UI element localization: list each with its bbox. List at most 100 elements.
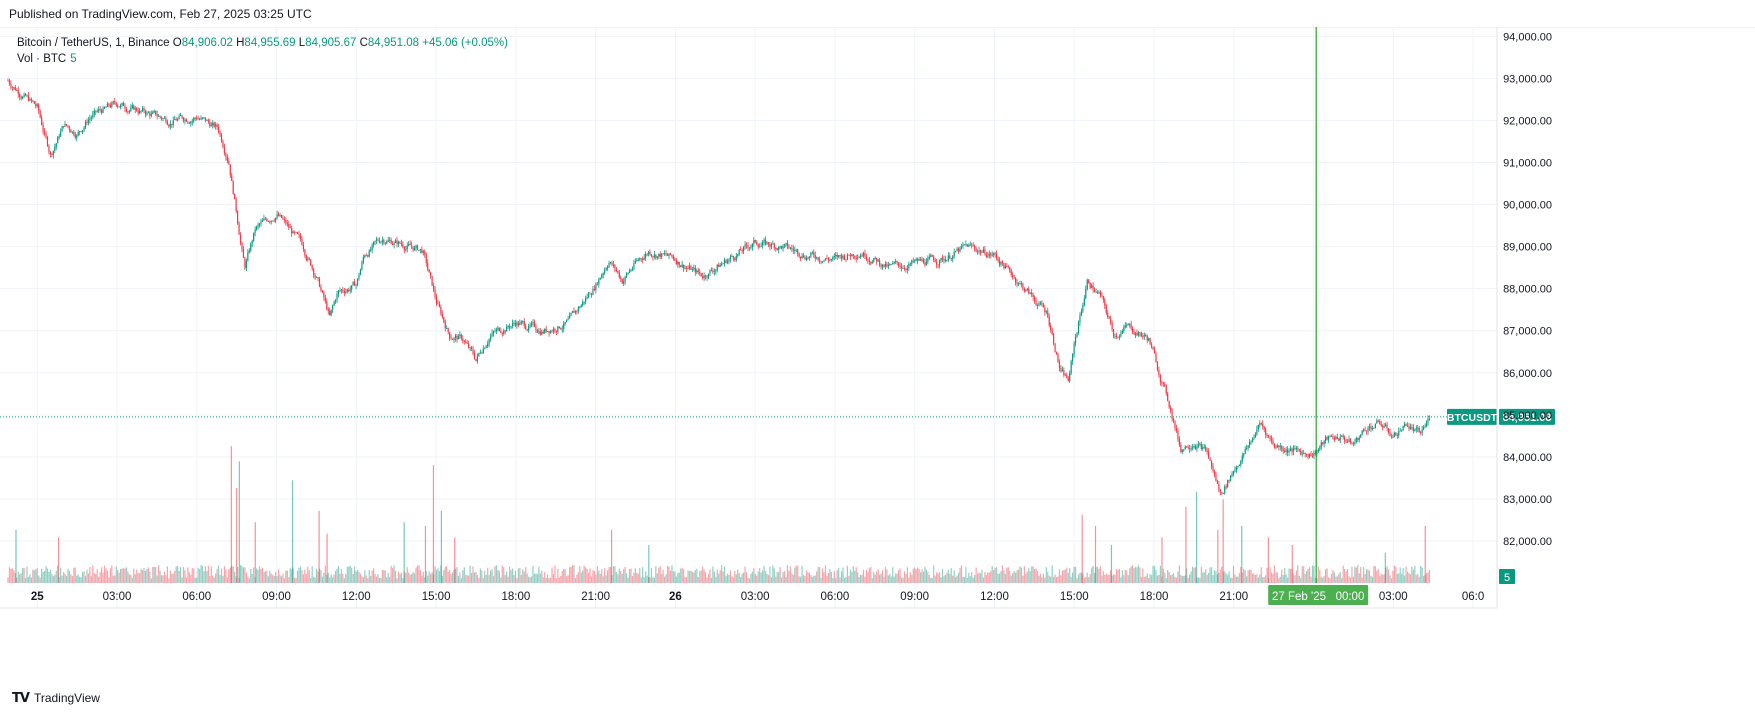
candle-body [1107, 312, 1109, 317]
candle-body [997, 257, 999, 261]
candle-body [408, 244, 410, 246]
candle-body [668, 253, 670, 256]
candle-body [1061, 370, 1063, 372]
volume-bar [1050, 576, 1052, 583]
candle-body [1248, 441, 1251, 446]
candle-body [184, 119, 186, 121]
candle-body [513, 322, 515, 324]
volume-bar [55, 570, 57, 583]
candle-body [816, 257, 818, 259]
volume-bar [1134, 566, 1137, 583]
candle-body [106, 103, 109, 107]
volume-bar [547, 574, 549, 583]
volume-bar [931, 577, 933, 583]
candle-body [321, 290, 324, 293]
candle-body [236, 211, 239, 224]
volume-bar [409, 574, 411, 583]
candle-body [364, 255, 366, 258]
candle-body [375, 239, 378, 241]
volume-bar [975, 567, 977, 583]
candle-body [406, 245, 408, 250]
volume-bar [779, 567, 781, 583]
volume-bar [753, 568, 755, 583]
volume-bar [721, 565, 723, 583]
candle-body [415, 245, 417, 248]
candle-body [899, 265, 901, 267]
legend-symbol: Bitcoin / TetherUS, 1, Binance [17, 37, 170, 49]
volume-bar [58, 577, 60, 583]
volume-bar [1275, 572, 1277, 583]
volume-bar [892, 567, 894, 583]
volume-bar [1263, 577, 1265, 583]
volume-bar [1142, 568, 1144, 583]
volume-bar [327, 572, 329, 583]
candle-body [1186, 446, 1188, 448]
candle-body [112, 101, 114, 104]
volume-bar [1020, 567, 1023, 583]
volume-bar [620, 571, 622, 583]
candle-body [1156, 362, 1159, 370]
volume-bar [1393, 565, 1395, 583]
crosshair-time-badge [1268, 585, 1369, 605]
candle-body [266, 218, 268, 221]
volume-bar [1126, 570, 1128, 583]
candle-body [1301, 453, 1303, 455]
symbol-badge [1447, 408, 1497, 425]
volume-bar [141, 570, 144, 583]
candle-body [175, 119, 177, 121]
candle-body [377, 239, 379, 241]
candle-body [1272, 440, 1274, 445]
volume-bar [236, 567, 239, 583]
volume-bar [658, 567, 660, 583]
volume-bar [981, 569, 983, 583]
symbol-badge-label: BTCUSDT [1447, 412, 1498, 424]
volume-bar [124, 568, 126, 583]
volume-bar [757, 571, 759, 583]
volume-bar [554, 565, 556, 583]
candle-body [314, 274, 316, 278]
volume-bar [324, 565, 326, 583]
candle-body [1314, 452, 1316, 455]
volume-bar [482, 578, 484, 583]
volume-bar [1344, 569, 1346, 583]
tradingview-footer-logo[interactable]: 𝗧𝗩 TradingView [12, 690, 100, 706]
candle-body [585, 298, 587, 302]
volume-bar [930, 577, 932, 583]
legend-change: +45.06 (+0.05%) [422, 37, 508, 49]
candle-body [605, 268, 607, 271]
volume-bar [928, 575, 930, 583]
candle-body [1425, 422, 1428, 427]
volume-bar [655, 566, 657, 583]
volume-bar [867, 571, 869, 583]
volume-bar [966, 578, 968, 583]
legend-volume-value: 5 [70, 53, 77, 65]
volume-bar [415, 567, 417, 583]
volume-bar [706, 577, 708, 583]
volume-bar [886, 569, 888, 583]
volume-bar [998, 573, 1001, 583]
candle-body [172, 119, 174, 125]
volume-bar [558, 577, 560, 583]
candle-body [348, 289, 350, 291]
candle-body [905, 268, 907, 270]
volume-bar [1336, 576, 1338, 583]
candle-body [489, 336, 492, 340]
candle-body [943, 259, 945, 261]
volume-bar [871, 578, 873, 583]
candle-body [99, 109, 101, 111]
volume-bar [17, 571, 19, 583]
candle-body [656, 256, 658, 258]
candle-body [440, 306, 442, 314]
volume-bar [1266, 567, 1268, 583]
candle-body [547, 330, 549, 332]
volume-bar [949, 574, 951, 583]
candle-body [215, 124, 217, 127]
price-chart[interactable]: BTCUSDT 84,951.085 94,000.0093,000.0092,0… [0, 27, 1755, 682]
volume-bar [1209, 567, 1211, 583]
candle-body [1344, 437, 1346, 441]
candle-body [1263, 426, 1265, 430]
candle-body [772, 243, 774, 245]
candle-body [728, 259, 730, 262]
volume-bar [258, 566, 261, 583]
volume-bar [1420, 565, 1422, 583]
